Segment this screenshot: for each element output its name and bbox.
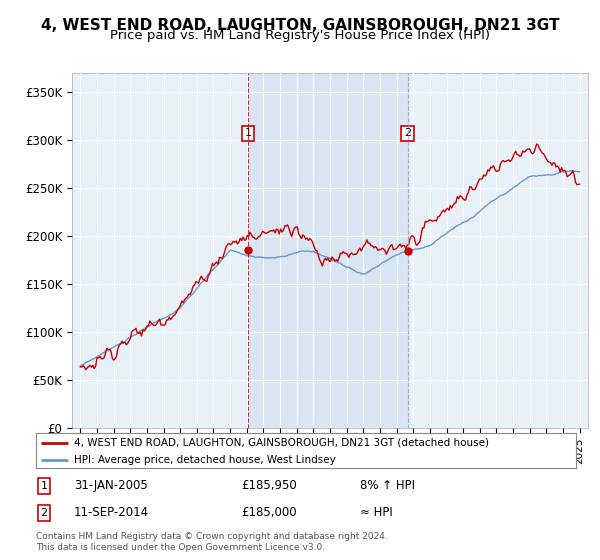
Text: 1: 1 [245, 128, 251, 138]
Text: ≈ HPI: ≈ HPI [360, 506, 393, 519]
Text: £185,000: £185,000 [241, 506, 297, 519]
Text: 11-SEP-2014: 11-SEP-2014 [74, 506, 149, 519]
Text: £185,950: £185,950 [241, 479, 297, 492]
Text: HPI: Average price, detached house, West Lindsey: HPI: Average price, detached house, West… [74, 455, 335, 465]
Text: 2: 2 [41, 508, 47, 518]
Text: 4, WEST END ROAD, LAUGHTON, GAINSBOROUGH, DN21 3GT (detached house): 4, WEST END ROAD, LAUGHTON, GAINSBOROUGH… [74, 437, 489, 447]
Text: Price paid vs. HM Land Registry's House Price Index (HPI): Price paid vs. HM Land Registry's House … [110, 29, 490, 42]
Text: 2: 2 [404, 128, 411, 138]
Text: 31-JAN-2005: 31-JAN-2005 [74, 479, 148, 492]
Text: 8% ↑ HPI: 8% ↑ HPI [360, 479, 415, 492]
Text: Contains HM Land Registry data © Crown copyright and database right 2024.
This d: Contains HM Land Registry data © Crown c… [36, 532, 388, 552]
Bar [248, 73, 408, 428]
Text: 4, WEST END ROAD, LAUGHTON, GAINSBOROUGH, DN21 3GT: 4, WEST END ROAD, LAUGHTON, GAINSBOROUGH… [41, 18, 559, 32]
Text: 1: 1 [41, 481, 47, 491]
